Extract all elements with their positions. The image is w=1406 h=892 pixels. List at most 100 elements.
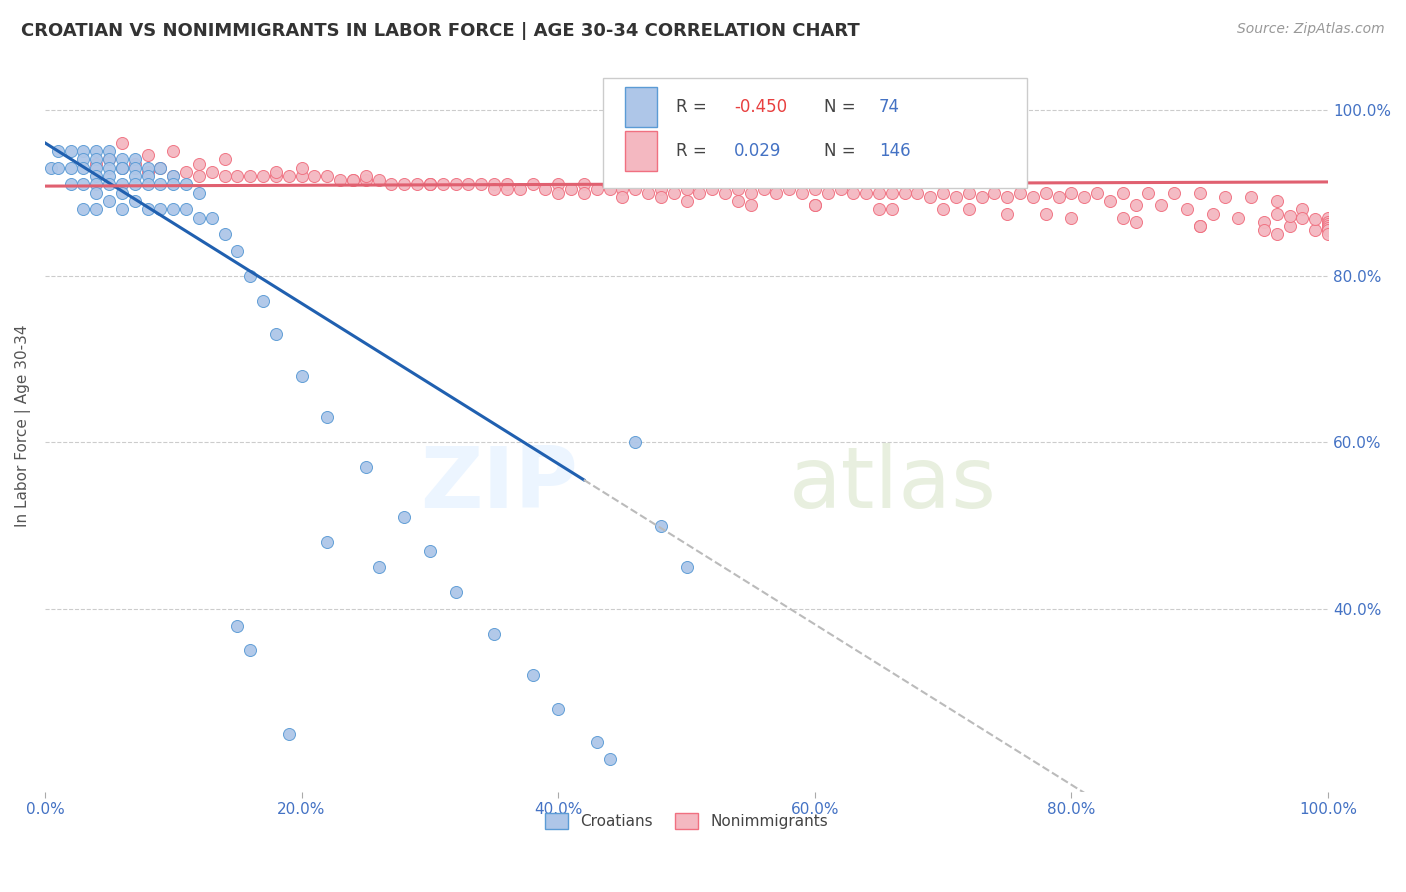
Point — [920, 190, 942, 204]
Point — [932, 186, 955, 200]
Point — [945, 190, 967, 204]
Point — [111, 136, 134, 150]
Text: Source: ZipAtlas.com: Source: ZipAtlas.com — [1237, 22, 1385, 37]
Point — [675, 181, 697, 195]
Point — [59, 178, 82, 192]
Point — [59, 161, 82, 175]
Point — [149, 161, 172, 175]
Point — [98, 153, 121, 167]
Point — [98, 153, 121, 167]
Point — [1098, 194, 1121, 208]
Point — [1035, 206, 1057, 220]
Point — [98, 161, 121, 175]
Point — [547, 702, 569, 716]
Point — [444, 585, 467, 599]
Point — [1137, 186, 1160, 200]
Point — [201, 165, 224, 179]
Point — [392, 178, 415, 192]
Point — [1303, 212, 1326, 227]
Point — [1112, 186, 1135, 200]
Point — [547, 186, 569, 200]
Point — [509, 181, 531, 195]
Point — [149, 178, 172, 192]
Point — [187, 186, 209, 200]
Point — [214, 227, 236, 242]
Point — [201, 211, 224, 225]
Point — [662, 186, 685, 200]
Point — [84, 178, 107, 192]
Text: ZIP: ZIP — [419, 442, 578, 526]
Point — [98, 169, 121, 183]
Point — [624, 435, 647, 450]
Point — [880, 186, 903, 200]
Point — [84, 161, 107, 175]
Point — [637, 186, 659, 200]
Point — [1317, 219, 1340, 233]
Point — [432, 178, 454, 192]
Point — [702, 181, 724, 195]
Point — [304, 169, 326, 183]
Point — [675, 560, 697, 574]
Point — [740, 186, 762, 200]
Point — [470, 178, 492, 192]
Point — [329, 173, 352, 187]
Point — [290, 161, 312, 175]
Point — [1278, 209, 1301, 223]
Point — [534, 181, 557, 195]
Point — [624, 181, 647, 195]
Point — [252, 169, 274, 183]
Point — [572, 178, 595, 192]
Point — [226, 244, 249, 258]
Point — [1022, 190, 1045, 204]
Point — [1188, 186, 1211, 200]
Point — [1201, 206, 1223, 220]
Point — [880, 202, 903, 217]
Text: N =: N = — [824, 142, 860, 161]
Point — [136, 169, 159, 183]
Point — [688, 186, 710, 200]
Point — [1317, 223, 1340, 237]
Point — [354, 173, 377, 187]
Point — [214, 169, 236, 183]
Point — [1291, 202, 1313, 217]
Point — [1265, 194, 1288, 208]
Point — [111, 186, 134, 200]
Point — [72, 144, 94, 158]
Point — [84, 153, 107, 167]
Point — [162, 169, 184, 183]
Point — [174, 178, 197, 192]
Point — [111, 202, 134, 217]
Point — [111, 161, 134, 175]
Point — [226, 169, 249, 183]
Point — [855, 186, 877, 200]
Point — [482, 627, 505, 641]
Point — [46, 144, 69, 158]
Point — [124, 153, 146, 167]
Point — [585, 181, 607, 195]
Point — [162, 144, 184, 158]
Point — [1317, 220, 1340, 235]
Point — [482, 181, 505, 195]
Point — [675, 194, 697, 208]
Point — [124, 156, 146, 170]
Point — [995, 190, 1018, 204]
Point — [174, 202, 197, 217]
Point — [1265, 227, 1288, 242]
Point — [72, 161, 94, 175]
Point — [39, 161, 62, 175]
Point — [124, 194, 146, 208]
Point — [111, 161, 134, 175]
Point — [419, 178, 441, 192]
Point — [136, 202, 159, 217]
Point — [970, 190, 993, 204]
Point — [765, 186, 787, 200]
Point — [111, 153, 134, 167]
Point — [98, 144, 121, 158]
Point — [98, 194, 121, 208]
Point — [111, 178, 134, 192]
Point — [124, 161, 146, 175]
Point — [316, 410, 339, 425]
FancyBboxPatch shape — [624, 131, 657, 171]
Legend: Croatians, Nonimmigrants: Croatians, Nonimmigrants — [538, 807, 834, 836]
Point — [226, 618, 249, 632]
